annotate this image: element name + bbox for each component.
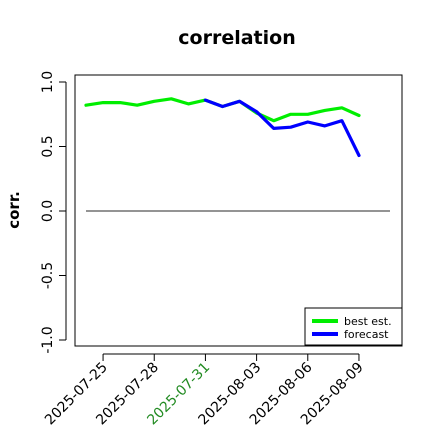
legend-label-forecast: forecast	[344, 328, 389, 341]
x-axis: 2025-07-252025-07-282025-07-312025-08-03…	[42, 353, 367, 428]
chart-title: correlation	[178, 27, 295, 49]
y-axis-label: corr.	[5, 191, 23, 229]
series-line-forecast	[203, 98, 361, 158]
legend-box	[304, 307, 403, 346]
plot-frame	[74, 74, 403, 347]
legend: best est. forecast	[304, 307, 403, 346]
y-axis: -1.0 -0.5 0.0 0.5 1.0	[40, 71, 67, 354]
y-tick-label: 1.0	[40, 71, 56, 93]
y-tick-label: -0.5	[40, 262, 56, 289]
y-tick-label: -1.0	[40, 326, 56, 353]
y-tick-label: 0.0	[40, 200, 56, 222]
legend-label-best-est: best est.	[344, 315, 392, 328]
series-line-best-est	[84, 97, 361, 123]
y-tick-label: 0.5	[40, 135, 56, 157]
plot-area	[84, 97, 390, 212]
